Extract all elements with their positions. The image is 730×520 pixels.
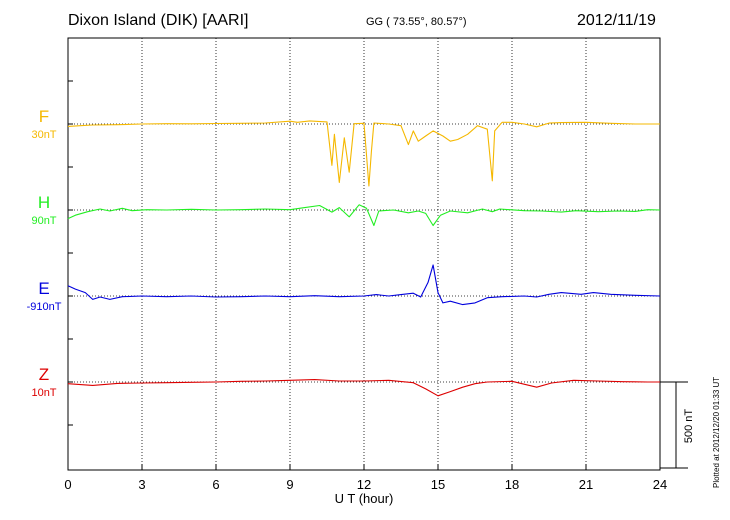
- series-name-z: Z: [39, 365, 49, 384]
- x-tick-label: 12: [357, 477, 371, 492]
- series-offset-h: 90nT: [31, 215, 56, 227]
- series-offset-f: 30nT: [31, 129, 56, 141]
- x-tick-label: 21: [579, 477, 593, 492]
- site-title: Dixon Island (DIK) [AARI]: [68, 12, 249, 29]
- series-name-f: F: [39, 107, 49, 126]
- scale-bar-label: 500 nT: [683, 409, 695, 444]
- x-tick-label: 15: [431, 477, 445, 492]
- series-line-h: [67, 204, 661, 227]
- series-offset-z: 10nT: [31, 387, 56, 399]
- series-line-z: [67, 379, 660, 397]
- series-name-e: E: [38, 279, 49, 298]
- series-offset-e: -910nT: [27, 301, 62, 313]
- x-tick-label: 0: [64, 477, 71, 492]
- series-name-h: H: [38, 193, 50, 212]
- x-tick-label: 18: [505, 477, 519, 492]
- x-tick-label: 3: [138, 477, 145, 492]
- geographic-coordinates: GG ( 73.55°, 80.57°): [366, 16, 467, 28]
- series-line-f: [67, 120, 660, 187]
- x-tick-label: 9: [286, 477, 293, 492]
- x-tick-label: 24: [653, 477, 667, 492]
- observation-date: 2012/11/19: [577, 12, 656, 29]
- x-axis-label: U T (hour): [335, 491, 394, 506]
- x-tick-label: 6: [212, 477, 219, 492]
- series-line-e: [67, 264, 661, 306]
